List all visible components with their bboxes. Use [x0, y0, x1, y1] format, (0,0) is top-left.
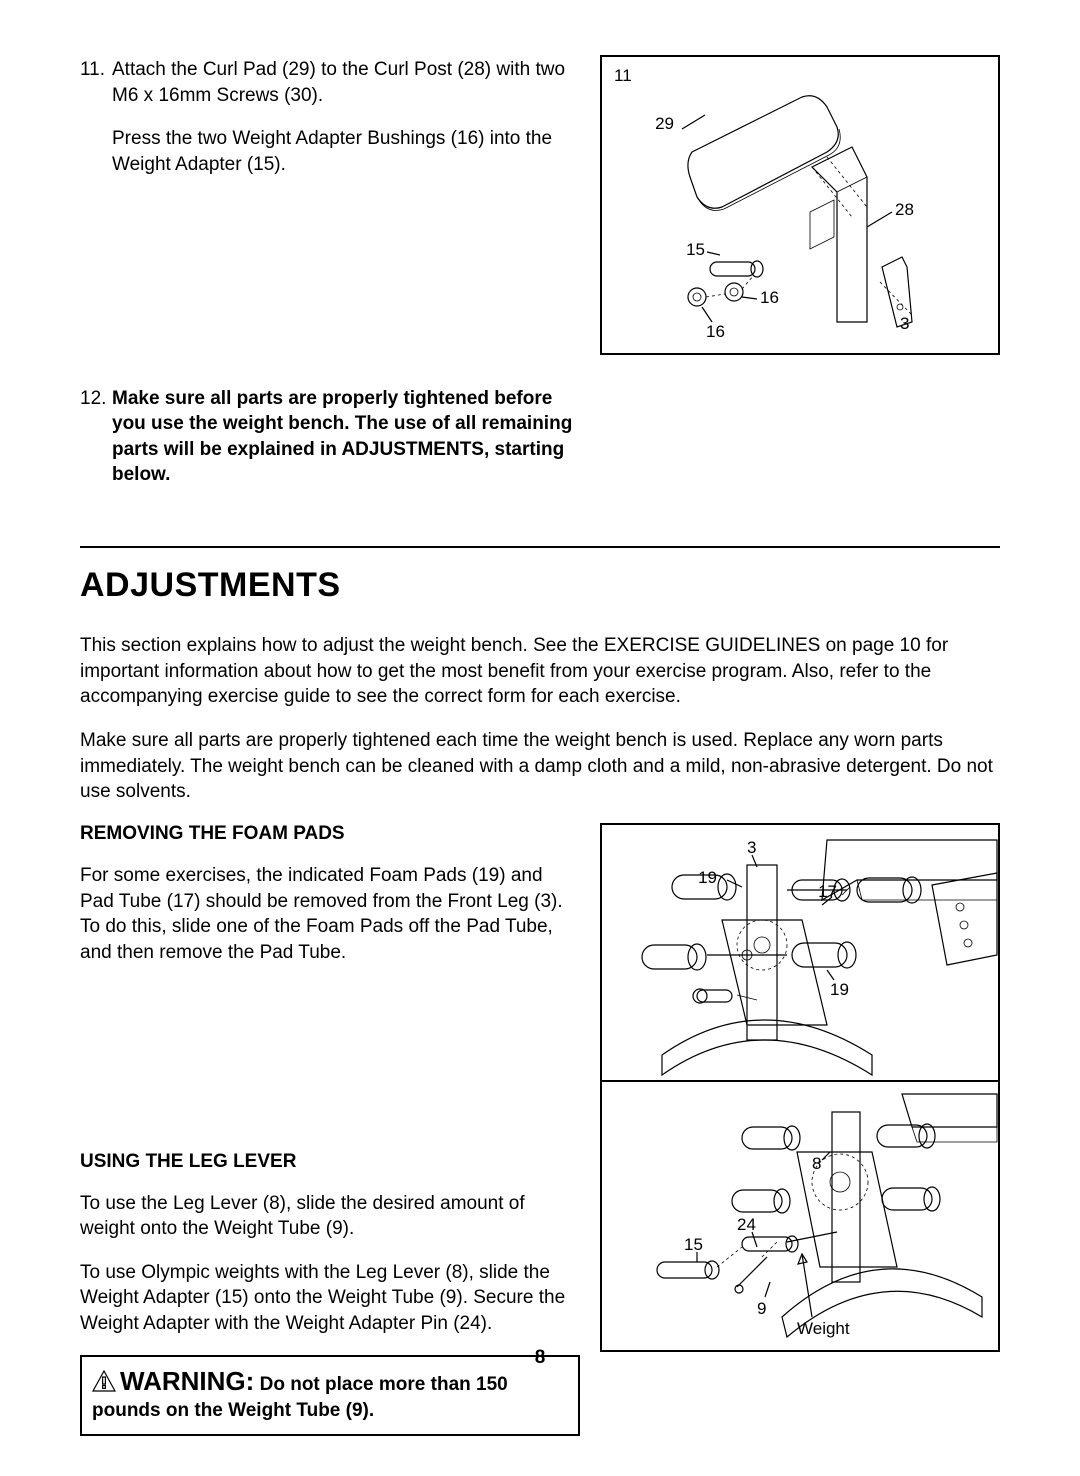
step-12: 12. Make sure all parts are properly tig… [80, 386, 580, 489]
part-label-19b: 19 [830, 980, 849, 999]
foam-heading: REMOVING THE FOAM PADS [80, 823, 580, 845]
leg-para-2: To use Olympic weights with the Leg Leve… [80, 1260, 580, 1337]
part-label-15: 15 [684, 1235, 703, 1254]
step-number: 12. [80, 386, 112, 489]
part-label-24: 24 [737, 1215, 756, 1234]
part-label-9: 9 [757, 1299, 766, 1318]
step-12-para: Make sure all parts are properly tighten… [112, 386, 580, 489]
warning-triangle-icon [92, 1370, 116, 1400]
leg-para-1: To use the Leg Lever (8), slide the desi… [80, 1191, 580, 1242]
adjustments-figure-column: 3 17 19 [600, 823, 1000, 1476]
part-label-19a: 19 [698, 868, 717, 887]
part-label-15: 15 [686, 240, 705, 259]
assembly-steps-section: 11. Attach the Curl Pad (29) to the Curl… [80, 55, 1000, 506]
adjustments-intro-2: Make sure all parts are properly tighten… [80, 728, 1000, 805]
step-number: 11. [80, 57, 112, 196]
part-label-3: 3 [747, 838, 756, 857]
part-label-29: 29 [655, 114, 674, 133]
part-label-8: 8 [812, 1154, 821, 1173]
adjustments-heading: ADJUSTMENTS [80, 566, 1000, 605]
weight-label: Weight [797, 1319, 850, 1338]
warning-label: WARNING: [120, 1366, 254, 1396]
adjustments-intro-1: This section explains how to adjust the … [80, 633, 1000, 710]
leg-heading: USING THE LEG LEVER [80, 1151, 580, 1173]
step-11: 11. Attach the Curl Pad (29) to the Curl… [80, 57, 580, 196]
step-11-para-2: Press the two Weight Adapter Bushings (1… [112, 126, 580, 177]
page-number: 8 [0, 1347, 1080, 1369]
adjustments-body: REMOVING THE FOAM PADS For some exercise… [80, 823, 1000, 1476]
section-divider [80, 546, 1000, 548]
step-11-para-1: Attach the Curl Pad (29) to the Curl Pos… [112, 57, 580, 108]
adjustments-text-column: REMOVING THE FOAM PADS For some exercise… [80, 823, 580, 1476]
step-body: Attach the Curl Pad (29) to the Curl Pos… [112, 57, 580, 196]
figure-number: 11 [614, 66, 632, 85]
part-label-16b: 16 [706, 322, 725, 341]
part-label-3: 3 [900, 314, 909, 333]
steps-text-column: 11. Attach the Curl Pad (29) to the Curl… [80, 55, 580, 506]
figure-foam-pads: 3 17 19 [600, 823, 1000, 1080]
foam-pads-block: REMOVING THE FOAM PADS For some exercise… [80, 823, 580, 966]
figure-leg-lever: 8 15 [600, 1080, 1000, 1352]
leg-lever-block: USING THE LEG LEVER To use the Leg Lever… [80, 1151, 580, 1437]
part-label-28: 28 [895, 200, 914, 219]
foam-para: For some exercises, the indicated Foam P… [80, 863, 580, 966]
figure-11: 11 29 28 3 15 [600, 55, 1000, 355]
part-label-16a: 16 [760, 288, 779, 307]
part-label-17: 17 [818, 882, 837, 901]
